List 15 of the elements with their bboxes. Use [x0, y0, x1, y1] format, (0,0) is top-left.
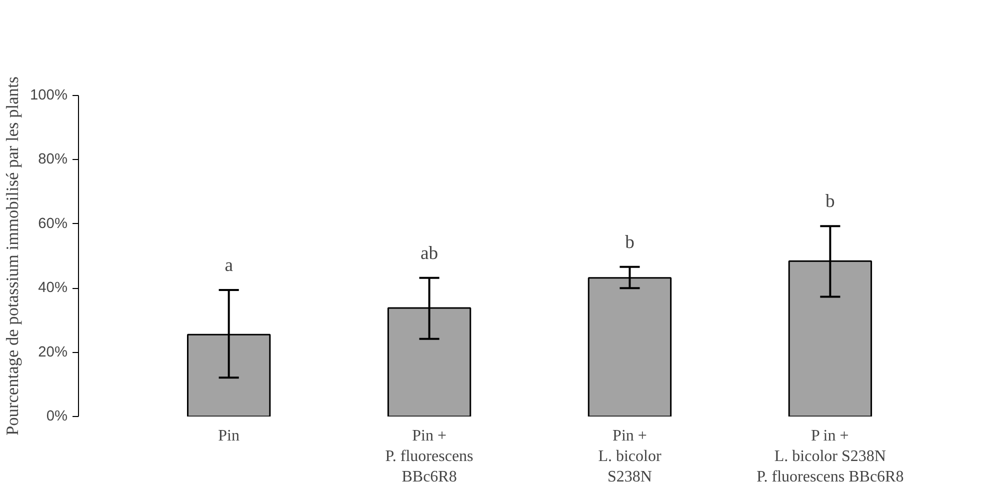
y-tick-label: 80% — [38, 152, 68, 168]
x-tick-label: Pin — [218, 428, 240, 444]
annotation: ab — [420, 242, 438, 264]
x-tick-label: P in + L. bicolor S238N P. fluorescens BBc6R8 — [756, 428, 904, 486]
y-tick-label: 100% — [30, 88, 68, 104]
y-axis-title: Pourcentage de potassium immobilisé par les plants — [3, 76, 22, 436]
y-tick-label: 60% — [38, 216, 68, 232]
y-tick-label: 20% — [38, 344, 68, 360]
annotation: a — [224, 255, 234, 276]
annotation: b — [625, 232, 634, 253]
y-tick-label: 0% — [46, 408, 68, 424]
y-tick-label: 40% — [38, 280, 68, 296]
x-tick-label: Pin + P. fluorescens BBc6R8 — [385, 428, 474, 486]
annotation: b — [826, 191, 835, 212]
x-tick-label: Pin + L. bicolor S238N — [598, 428, 662, 486]
